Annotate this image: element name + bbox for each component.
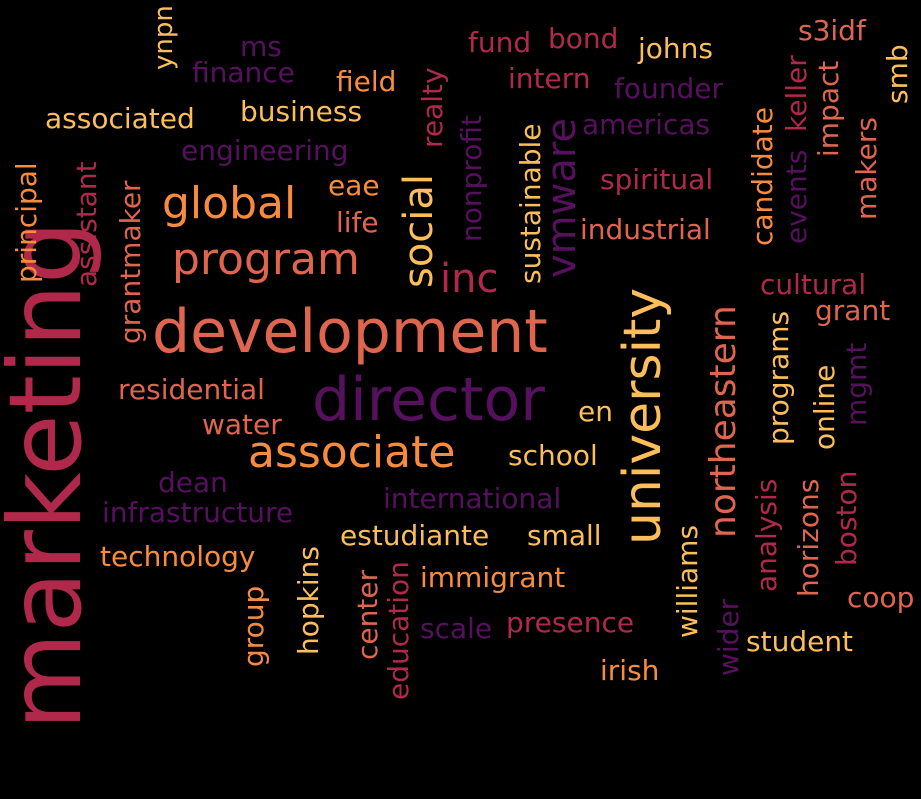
word-analysis: analysis — [750, 479, 783, 592]
word-hopkins: hopkins — [292, 546, 325, 655]
word-technology: technology — [100, 540, 255, 573]
word-student: student — [746, 625, 853, 658]
word-williams: williams — [671, 525, 704, 638]
word-cultural: cultural — [760, 268, 866, 301]
word-coop: coop — [847, 581, 914, 614]
word-wider: wider — [712, 598, 745, 676]
word-programs: programs — [762, 311, 795, 445]
word-development: development — [152, 297, 548, 367]
word-business: business — [240, 95, 362, 128]
word-immigrant: immigrant — [420, 561, 565, 594]
word-vmware: vmware — [539, 118, 585, 278]
word-grant: grant — [815, 294, 890, 327]
word-engineering: engineering — [181, 134, 349, 167]
word-johns: johns — [637, 32, 713, 65]
word-finance: finance — [192, 56, 295, 89]
word-ynpn: ynpn — [149, 5, 179, 70]
word-realty: realty — [416, 67, 449, 148]
word-marketing: marketing — [0, 220, 104, 730]
word-makers: makers — [850, 117, 883, 220]
word-small: small — [527, 519, 602, 552]
word-smb: smb — [881, 44, 914, 104]
word-industrial: industrial — [580, 213, 711, 246]
word-estudiante: estudiante — [340, 519, 489, 552]
word-associated: associated — [45, 102, 195, 135]
word-school: school — [508, 439, 598, 472]
word-director: director — [312, 365, 545, 435]
word-online: online — [808, 365, 841, 450]
word-education: education — [382, 561, 415, 700]
word-scale: scale — [420, 612, 492, 645]
word-bond: bond — [548, 22, 618, 55]
word-presence: presence — [506, 606, 634, 639]
word-grantmaker: grantmaker — [114, 180, 147, 344]
word-events: events — [780, 150, 813, 244]
word-americas: americas — [582, 108, 710, 141]
word-social: social — [396, 174, 442, 288]
word-infrastructure: infrastructure — [102, 496, 293, 529]
word-associate: associate — [248, 427, 455, 478]
word-spiritual: spiritual — [600, 163, 713, 196]
word-boston: boston — [830, 471, 863, 566]
word-impact: impact — [812, 61, 845, 157]
word-residential: residential — [118, 373, 265, 406]
word-life: life — [336, 206, 379, 239]
word-university: university — [613, 288, 673, 545]
word-group: group — [237, 586, 270, 667]
word-ms: ms — [240, 30, 282, 63]
word-global: global — [162, 178, 296, 229]
word-horizons: horizons — [792, 479, 825, 597]
word-intern: intern — [508, 62, 591, 95]
word-irish: irish — [600, 654, 659, 687]
word-keller: keller — [780, 55, 813, 132]
word-principal: principal — [10, 162, 43, 283]
word-founder: founder — [614, 72, 723, 105]
word-s3idf: s3idf — [798, 14, 867, 47]
word-program: program — [172, 234, 360, 285]
word-sustainable: sustainable — [514, 123, 547, 284]
word-en: en — [578, 395, 613, 428]
word-water: water — [202, 408, 282, 441]
word-field: field — [336, 65, 396, 98]
word-nonprofit: nonprofit — [455, 115, 488, 242]
word-northeastern: northeastern — [703, 305, 744, 538]
word-international: international — [383, 482, 561, 515]
word-eae: eae — [328, 169, 380, 202]
word-dean: dean — [158, 466, 228, 499]
word-fund: fund — [468, 26, 531, 59]
word-inc: inc — [440, 256, 498, 302]
word-mgmt: mgmt — [840, 343, 873, 426]
word-center: center — [351, 569, 384, 660]
word-assistant: assistant — [70, 161, 103, 287]
word-candidate: candidate — [746, 107, 779, 246]
